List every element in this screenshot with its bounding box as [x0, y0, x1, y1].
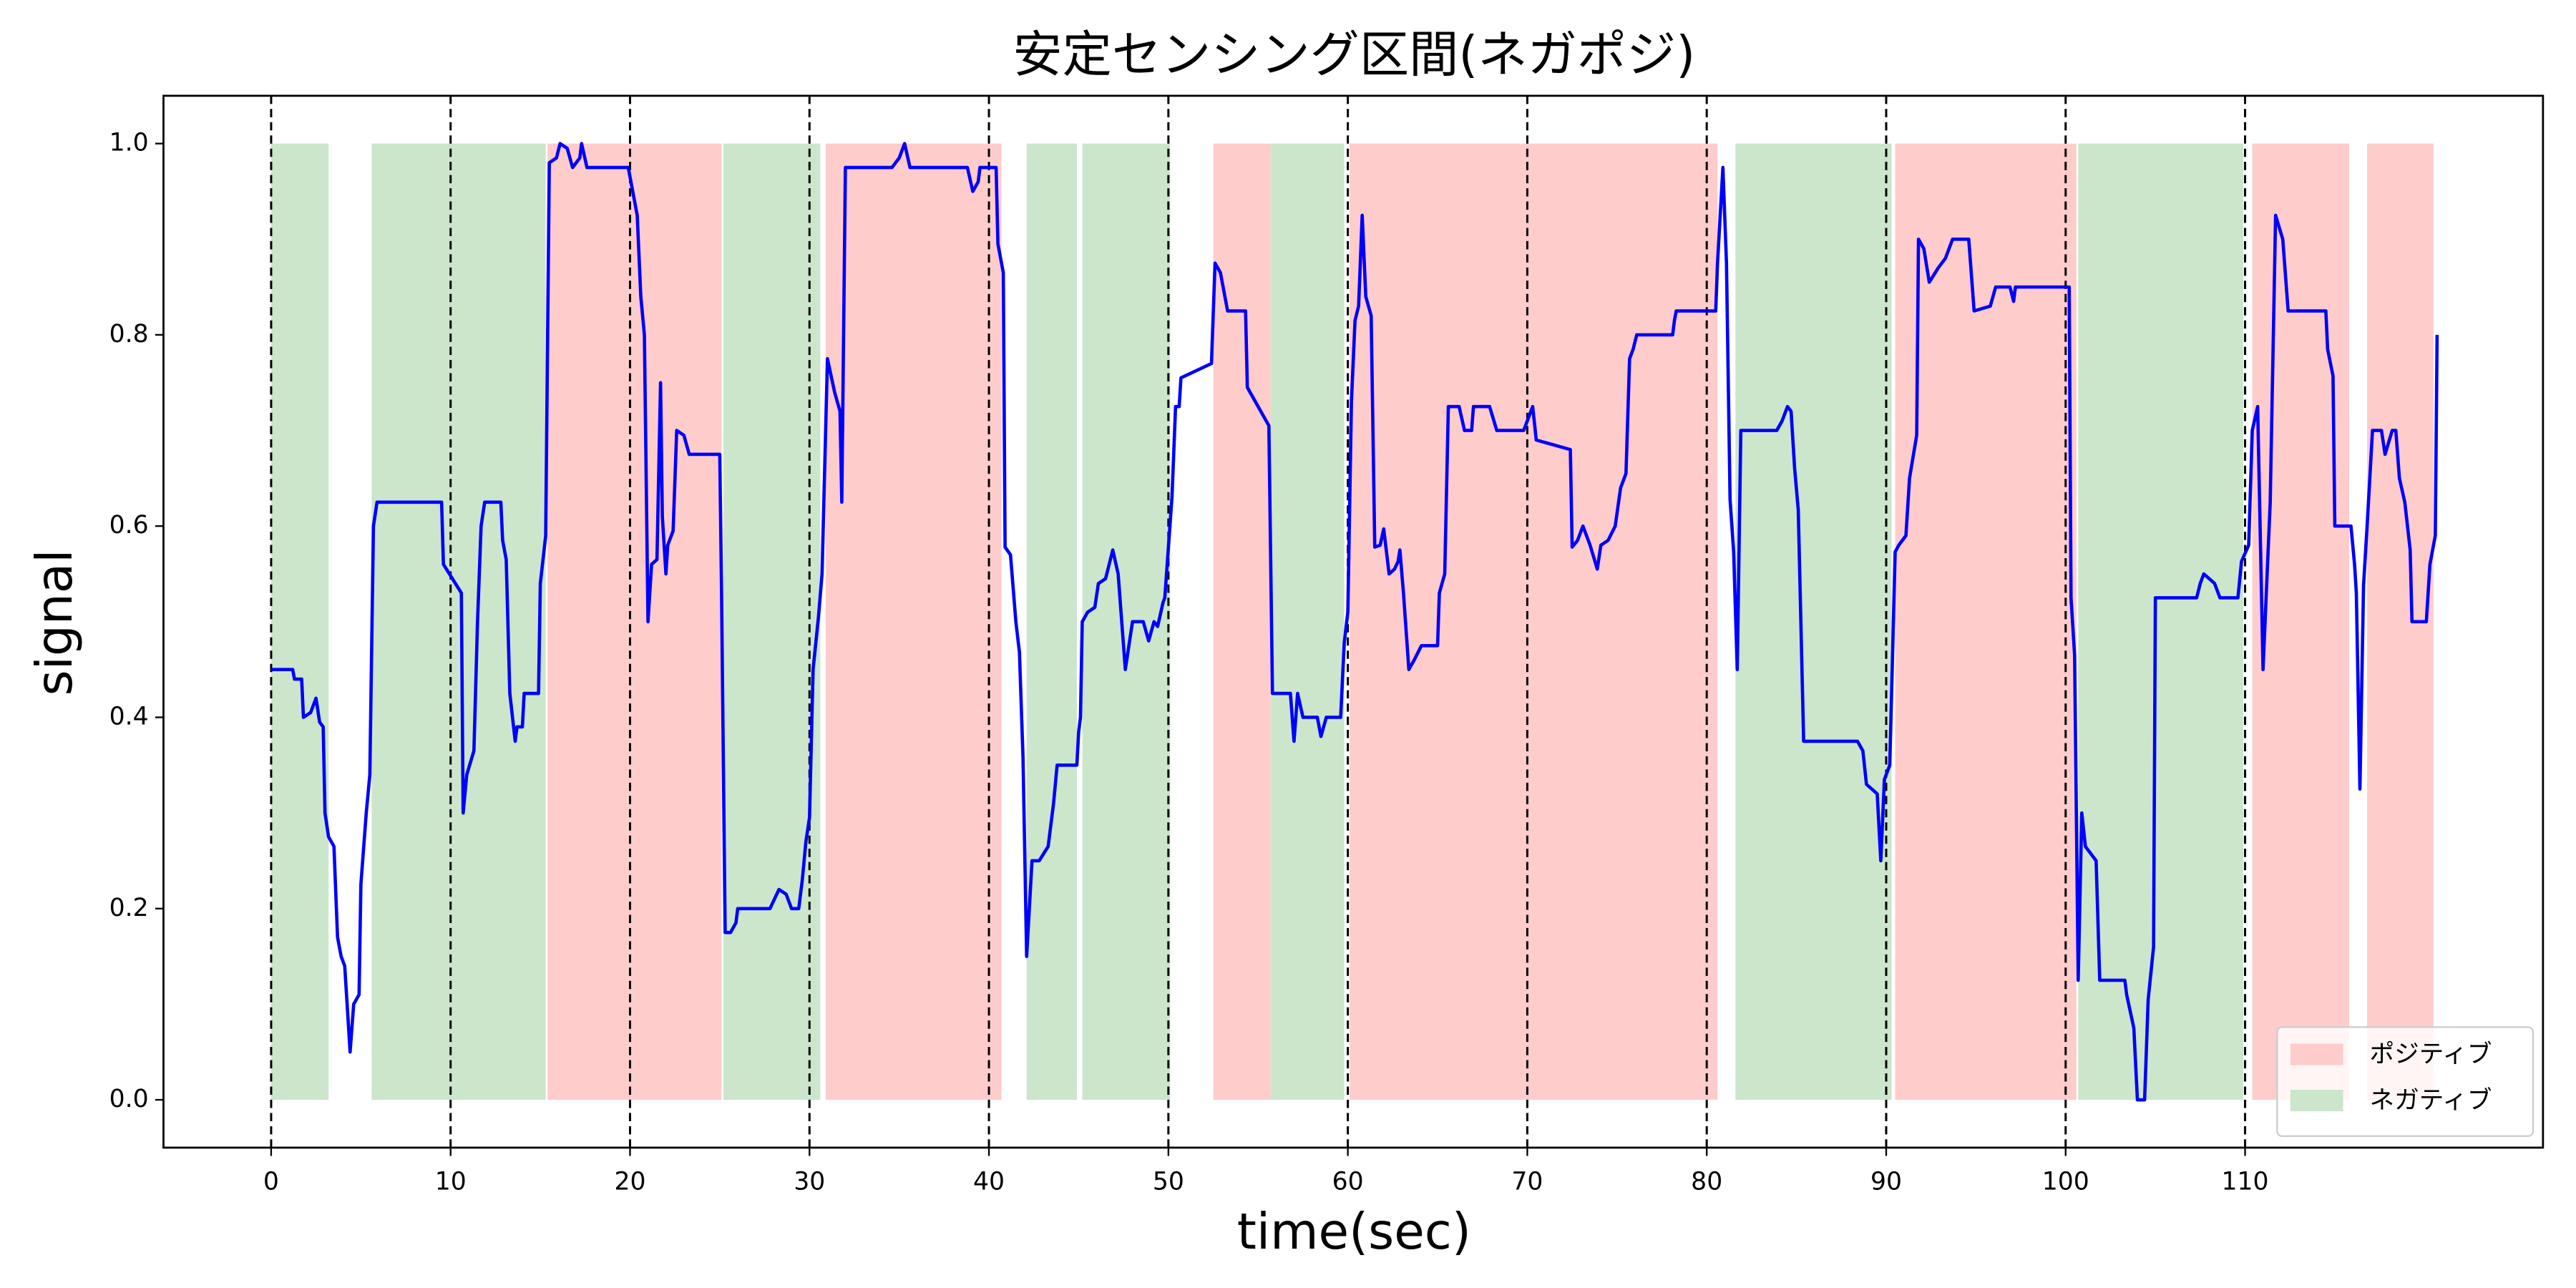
x-tick-label: 60 — [1332, 1167, 1364, 1196]
x-tick-label: 20 — [614, 1167, 645, 1196]
legend-swatch — [2290, 1043, 2343, 1065]
y-tick-label: 0.6 — [109, 511, 149, 540]
legend-label: ネガティブ — [2370, 1086, 2492, 1115]
span — [1350, 143, 1718, 1101]
y-tick-label: 0.2 — [109, 894, 149, 922]
x-tick-label: 10 — [435, 1167, 467, 1196]
x-axis-label: time(sec) — [1237, 1204, 1471, 1261]
x-tick-label: 100 — [2042, 1167, 2089, 1196]
span — [270, 143, 329, 1101]
x-tick-label: 50 — [1153, 1167, 1184, 1196]
span — [1082, 143, 1171, 1101]
span — [723, 143, 821, 1101]
y-tick-label: 0.8 — [109, 320, 149, 348]
x-tick-label: 0 — [263, 1167, 279, 1196]
signal-line — [270, 142, 2439, 1102]
span — [547, 143, 722, 1101]
legend-swatch — [2290, 1090, 2343, 1112]
span — [1270, 143, 1345, 1101]
chart-title: 安定センシング区間(ネガポジ) — [1013, 26, 1695, 84]
legend-label: ポジティブ — [2370, 1040, 2492, 1069]
y-axis-label: signal — [26, 550, 84, 696]
span — [1213, 143, 1271, 1101]
x-tick-label: 70 — [1511, 1167, 1543, 1196]
y-tick-label: 1.0 — [109, 129, 149, 157]
x-tick-label: 80 — [1691, 1167, 1722, 1196]
x-tick-label: 40 — [973, 1167, 1005, 1196]
span — [1735, 143, 1892, 1101]
plot-frame — [162, 94, 2545, 1149]
x-tick-label: 90 — [1870, 1167, 1902, 1196]
span — [1026, 143, 1077, 1101]
span — [2078, 143, 2244, 1101]
span — [1895, 143, 2077, 1101]
span — [2252, 143, 2350, 1101]
x-tick-label: 110 — [2222, 1167, 2269, 1196]
x-tick-label: 30 — [794, 1167, 825, 1196]
span — [371, 143, 546, 1101]
y-tick-label: 0.4 — [109, 702, 149, 731]
span — [825, 143, 1002, 1101]
y-tick-label: 0.0 — [109, 1085, 149, 1113]
